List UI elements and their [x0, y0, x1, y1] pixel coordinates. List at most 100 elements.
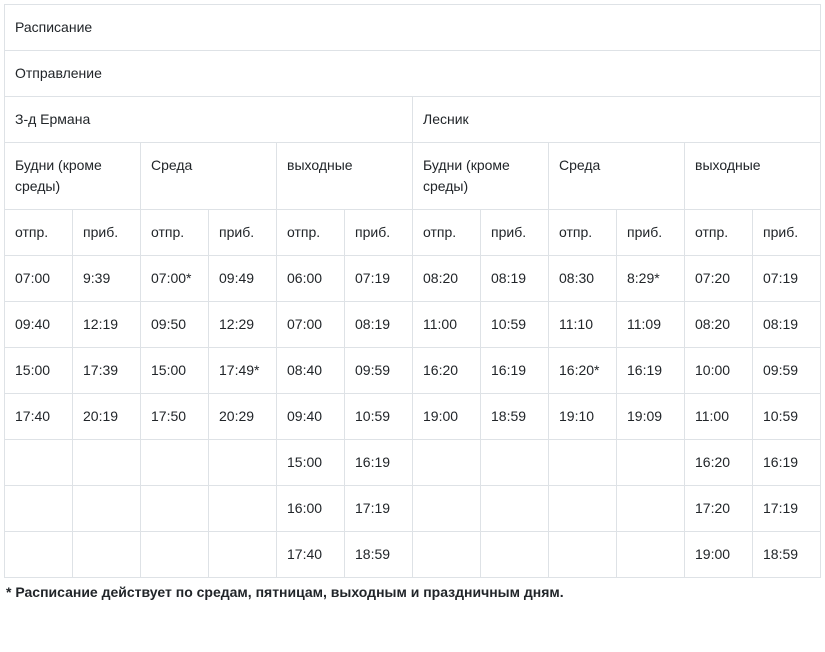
time-cell: 19:00: [685, 532, 753, 578]
time-cell: 06:00: [277, 256, 345, 302]
table-row: 09:4012:1909:5012:2907:0008:1911:0010:59…: [5, 302, 821, 348]
schedule-table: Расписание Отправление З-д Ермана Лесник…: [4, 4, 821, 578]
time-cell: 16:20*: [549, 348, 617, 394]
col-dep: отпр.: [413, 210, 481, 256]
time-cell: 15:00: [141, 348, 209, 394]
time-cell: 07:19: [753, 256, 821, 302]
time-cell: [481, 440, 549, 486]
time-cell: 19:10: [549, 394, 617, 440]
table-row: 17:4020:1917:5020:2909:4010:5919:0018:59…: [5, 394, 821, 440]
col-dep: отпр.: [685, 210, 753, 256]
time-cell: [413, 486, 481, 532]
time-cell: 07:19: [345, 256, 413, 302]
time-cell: [141, 440, 209, 486]
direction-a: З-д Ермана: [5, 97, 413, 143]
time-cell: 20:29: [209, 394, 277, 440]
time-cell: 17:19: [345, 486, 413, 532]
time-cell: 07:20: [685, 256, 753, 302]
col-dep: отпр.: [5, 210, 73, 256]
table-row: 15:0016:1916:2016:19: [5, 440, 821, 486]
time-cell: [73, 532, 141, 578]
time-cell: [413, 440, 481, 486]
time-cell: 09:59: [753, 348, 821, 394]
time-cell: 08:20: [413, 256, 481, 302]
col-arr: приб.: [345, 210, 413, 256]
time-cell: 15:00: [5, 348, 73, 394]
time-cell: [141, 532, 209, 578]
time-cell: 12:19: [73, 302, 141, 348]
time-cell: 08:30: [549, 256, 617, 302]
daytype-weekdays-b: Будни (кроме среды): [413, 143, 549, 210]
time-cell: 10:59: [481, 302, 549, 348]
daytype-weekdays-a: Будни (кроме среды): [5, 143, 141, 210]
col-arr: приб.: [617, 210, 685, 256]
time-cell: 18:59: [481, 394, 549, 440]
time-cell: 18:59: [753, 532, 821, 578]
time-cell: 15:00: [277, 440, 345, 486]
time-cell: 07:00*: [141, 256, 209, 302]
time-cell: 09:40: [277, 394, 345, 440]
time-cell: [73, 486, 141, 532]
time-cell: [549, 486, 617, 532]
time-cell: 08:20: [685, 302, 753, 348]
time-cell: 16:19: [617, 348, 685, 394]
time-cell: 9:39: [73, 256, 141, 302]
time-cell: [413, 532, 481, 578]
time-cell: [209, 486, 277, 532]
time-cell: [73, 440, 141, 486]
time-cell: 16:19: [481, 348, 549, 394]
col-arr: приб.: [209, 210, 277, 256]
time-cell: 12:29: [209, 302, 277, 348]
col-arr: приб.: [481, 210, 549, 256]
time-cell: [617, 486, 685, 532]
time-cell: 07:00: [5, 256, 73, 302]
time-cell: 17:49*: [209, 348, 277, 394]
schedule-header: Расписание Отправление З-д Ермана Лесник…: [5, 5, 821, 256]
time-cell: 19:00: [413, 394, 481, 440]
time-cell: 10:59: [345, 394, 413, 440]
col-dep: отпр.: [549, 210, 617, 256]
direction-b: Лесник: [413, 97, 821, 143]
time-cell: [5, 532, 73, 578]
time-cell: 09:40: [5, 302, 73, 348]
table-row: 15:0017:3915:0017:49*08:4009:5916:2016:1…: [5, 348, 821, 394]
time-cell: 8:29*: [617, 256, 685, 302]
col-dep: отпр.: [141, 210, 209, 256]
time-cell: 10:59: [753, 394, 821, 440]
time-cell: 17:50: [141, 394, 209, 440]
time-cell: [209, 440, 277, 486]
time-cell: 17:20: [685, 486, 753, 532]
col-arr: приб.: [753, 210, 821, 256]
daytype-wed-b: Среда: [549, 143, 685, 210]
time-cell: 09:59: [345, 348, 413, 394]
table-row: 17:4018:5919:0018:59: [5, 532, 821, 578]
time-cell: 17:40: [277, 532, 345, 578]
time-cell: 17:40: [5, 394, 73, 440]
time-cell: [549, 532, 617, 578]
time-cell: [5, 440, 73, 486]
time-cell: 08:40: [277, 348, 345, 394]
time-cell: [141, 486, 209, 532]
time-cell: 18:59: [345, 532, 413, 578]
time-cell: 08:19: [481, 256, 549, 302]
time-cell: [481, 532, 549, 578]
schedule-body: 07:009:3907:00*09:4906:0007:1908:2008:19…: [5, 256, 821, 578]
time-cell: 09:50: [141, 302, 209, 348]
daytype-weekend-a: выходные: [277, 143, 413, 210]
time-cell: 11:00: [685, 394, 753, 440]
table-subtitle: Отправление: [5, 51, 821, 97]
time-cell: 19:09: [617, 394, 685, 440]
time-cell: 07:00: [277, 302, 345, 348]
time-cell: [209, 532, 277, 578]
time-cell: 11:00: [413, 302, 481, 348]
daytype-weekend-b: выходные: [685, 143, 821, 210]
time-cell: [549, 440, 617, 486]
time-cell: 16:20: [685, 440, 753, 486]
time-cell: 10:00: [685, 348, 753, 394]
daytype-wed-a: Среда: [141, 143, 277, 210]
time-cell: [617, 532, 685, 578]
time-cell: [617, 440, 685, 486]
time-cell: 11:10: [549, 302, 617, 348]
time-cell: 11:09: [617, 302, 685, 348]
time-cell: 16:20: [413, 348, 481, 394]
